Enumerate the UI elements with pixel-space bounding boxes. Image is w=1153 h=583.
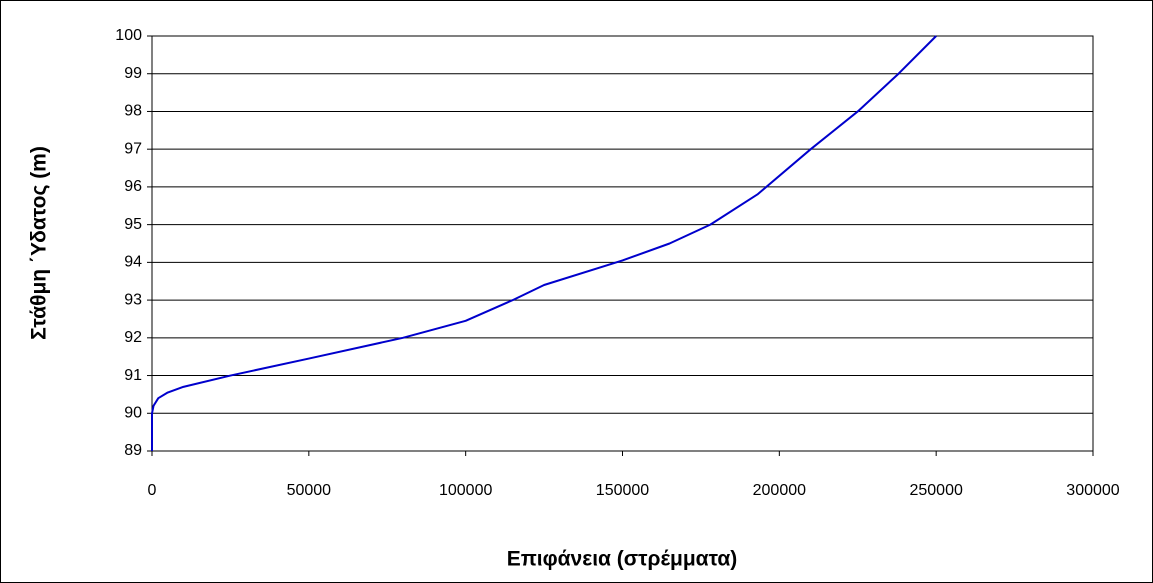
x-tick-label: 100000 — [439, 482, 492, 499]
x-tick-label: 250000 — [909, 482, 962, 499]
y-tick-label: 94 — [124, 254, 142, 271]
y-axis-title: Στάθμη ΄Υδατος (m) — [28, 146, 51, 340]
plot-area — [151, 35, 1094, 452]
y-tick-label: 92 — [124, 329, 142, 346]
y-tick-label: 91 — [124, 367, 142, 384]
y-tick-label: 93 — [124, 291, 142, 308]
y-tick-label: 98 — [124, 103, 142, 120]
y-tick-label: 99 — [124, 65, 142, 82]
y-tick-label: 100 — [115, 27, 142, 44]
y-tick-label: 95 — [124, 216, 142, 233]
x-tick-label: 300000 — [1066, 482, 1119, 499]
y-tick-label: 97 — [124, 140, 142, 157]
line-series — [151, 35, 937, 451]
y-tick-label: 90 — [124, 404, 142, 421]
x-tick-label: 200000 — [753, 482, 806, 499]
x-tick-label: 50000 — [287, 482, 332, 499]
x-axis-title: Επιφάνεια (στρέμματα) — [507, 548, 738, 571]
y-tick-label: 89 — [124, 442, 142, 459]
x-tick-label: 150000 — [596, 482, 649, 499]
y-tick-label: 96 — [124, 178, 142, 195]
x-tick-label: 0 — [148, 482, 157, 499]
